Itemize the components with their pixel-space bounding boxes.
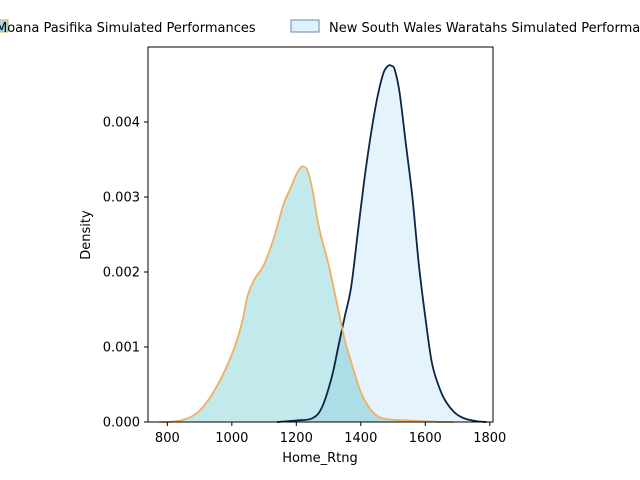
y-tick-label: 0.001 [103,341,140,356]
x-tick-label: 1400 [344,431,377,446]
x-axis-ticks: 800 1000 1200 1400 1600 1800 [155,422,506,446]
x-tick-label: 1200 [280,431,313,446]
moana-density-line [159,165,455,423]
y-axis-ticks: 0.000 0.001 0.002 0.003 0.004 [103,116,148,431]
plot-area [159,64,487,423]
y-tick-label: 0.004 [103,116,140,131]
y-tick-label: 0.000 [103,416,140,431]
y-tick-label: 0.003 [103,191,140,206]
waratahs-density-line [276,64,487,423]
legend-label-waratahs: New South Wales Waratahs Simulated Perfo… [329,21,640,36]
waratahs-density-fill [276,65,487,423]
legend-swatch-waratahs [290,19,320,33]
x-tick-label: 1600 [409,431,442,446]
legend: Moana Pasifika Simulated Performances Ne… [0,19,640,36]
x-tick-label: 1000 [215,431,248,446]
y-axis-label: Density [79,210,94,260]
x-axis-label: Home_Rtng [282,451,358,466]
axes-frame [147,46,494,423]
x-tick-label: 800 [155,431,180,446]
y-tick-label: 0.002 [103,266,140,281]
x-tick-label: 1800 [473,431,506,446]
legend-label-moana: Moana Pasifika Simulated Performances [0,21,256,36]
moana-density-fill [159,166,455,422]
legend-swatch-moana [0,19,9,33]
